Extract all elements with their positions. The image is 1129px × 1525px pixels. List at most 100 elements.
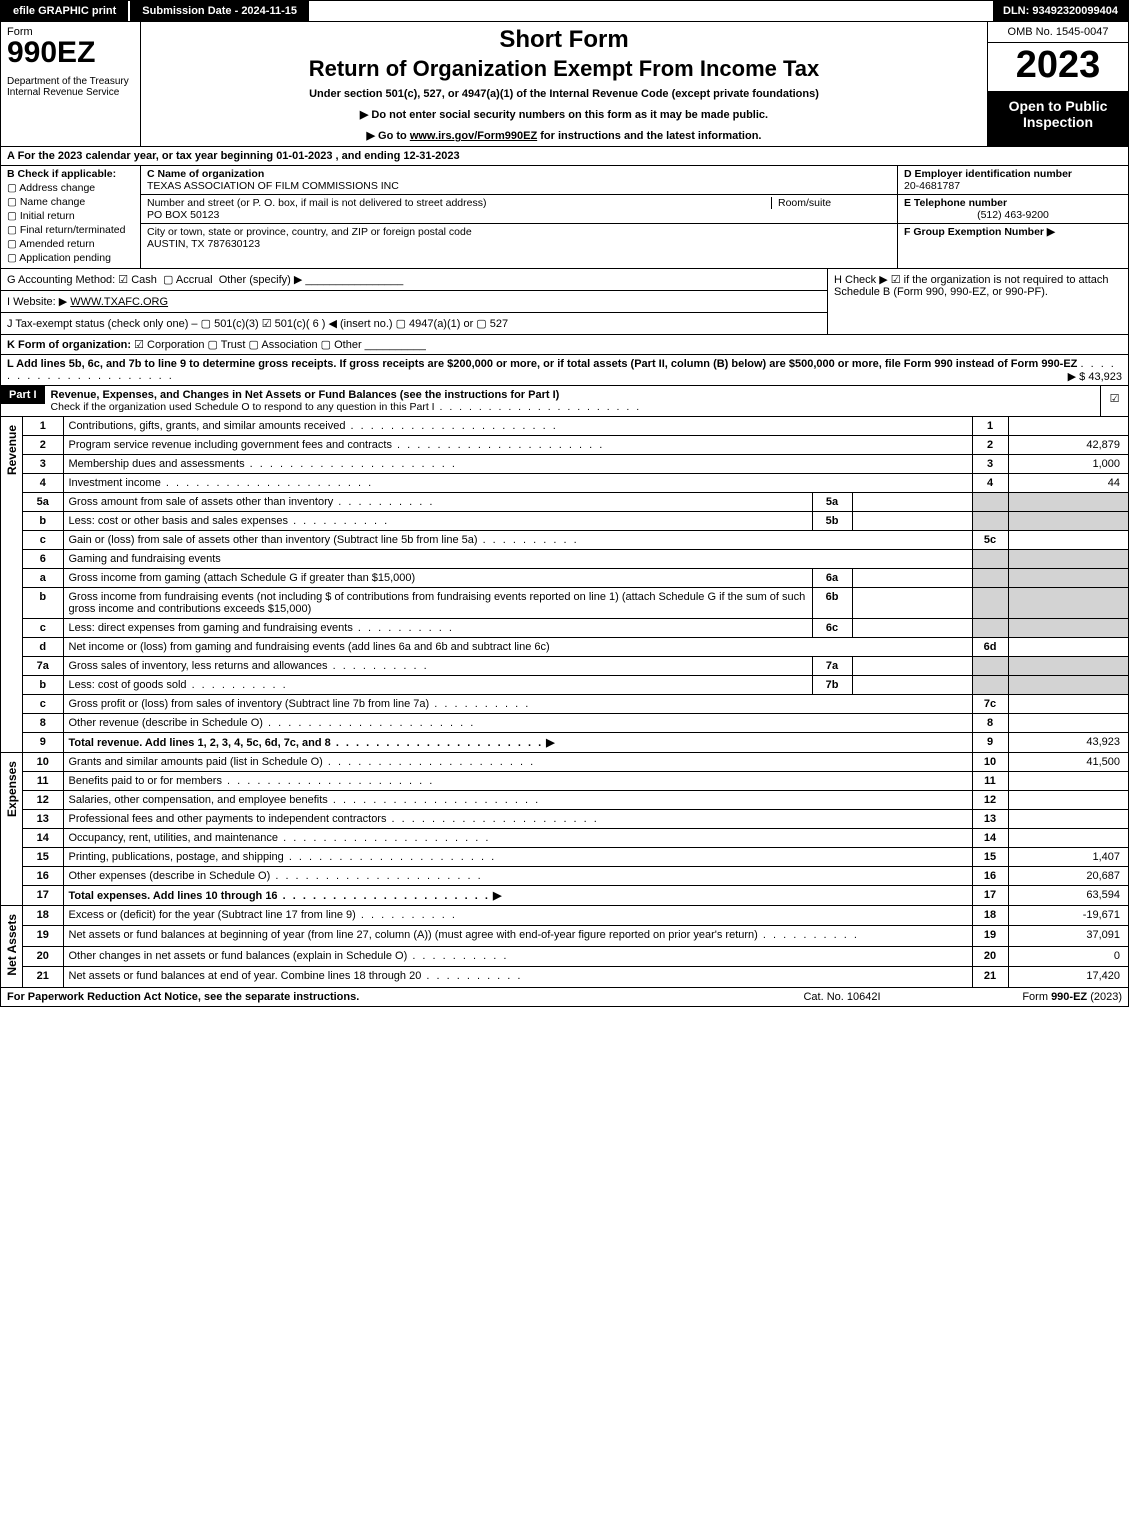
l13-desc: Professional fees and other payments to …	[63, 810, 972, 829]
l17-box: 17	[972, 886, 1008, 906]
l12-desc: Salaries, other compensation, and employ…	[63, 791, 972, 810]
l10-amt: 41,500	[1008, 753, 1128, 772]
l5b-mini: 5b	[812, 512, 852, 531]
chk-initial-return[interactable]: Initial return	[7, 210, 134, 222]
expenses-side-label: Expenses	[1, 753, 23, 905]
l4-desc: Investment income	[63, 474, 972, 493]
l12-box: 12	[972, 791, 1008, 810]
l6b-amtshade	[1008, 588, 1128, 619]
j-tax-exempt: J Tax-exempt status (check only one) – ▢…	[1, 313, 827, 334]
revenue-table: 1Contributions, gifts, grants, and simil…	[23, 417, 1128, 752]
footer-right-post: (2023)	[1087, 991, 1122, 1003]
l6-amtshade	[1008, 550, 1128, 569]
l7c-box: 7c	[972, 695, 1008, 714]
d-ein-block: D Employer identification number 20-4681…	[898, 166, 1128, 195]
chk-name-change[interactable]: Name change	[7, 196, 134, 208]
topbar: efile GRAPHIC print Submission Date - 20…	[0, 0, 1129, 22]
l6b-minival	[852, 588, 972, 619]
chk-final-return[interactable]: Final return/terminated	[7, 224, 134, 236]
g-accrual[interactable]: Accrual	[163, 274, 213, 286]
k-options: ☑ Corporation ▢ Trust ▢ Association ▢ Ot…	[134, 339, 362, 351]
b-lead: B Check if applicable:	[7, 168, 134, 180]
c-street-label: Number and street (or P. O. box, if mail…	[147, 197, 486, 209]
l6-num: 6	[23, 550, 63, 569]
l19-box: 19	[972, 926, 1008, 946]
section-bcdef: B Check if applicable: Address change Na…	[0, 166, 1129, 269]
i-label: I Website: ▶	[7, 296, 67, 308]
l5b-minival	[852, 512, 972, 531]
l9-desc-wrap: Total revenue. Add lines 1, 2, 3, 4, 5c,…	[63, 733, 972, 753]
l6c-mini: 6c	[812, 619, 852, 638]
h-block: H Check ▶ ☑ if the organization is not r…	[828, 269, 1128, 334]
l5c-box: 5c	[972, 531, 1008, 550]
l13-box: 13	[972, 810, 1008, 829]
l8-desc: Other revenue (describe in Schedule O)	[63, 714, 972, 733]
l6b-desc: Gross income from fundraising events (no…	[63, 588, 812, 619]
col-c-org-info: C Name of organization TEXAS ASSOCIATION…	[141, 166, 898, 268]
l11-box: 11	[972, 772, 1008, 791]
website-link[interactable]: WWW.TXAFC.ORG	[70, 296, 168, 308]
l5b-amtshade	[1008, 512, 1128, 531]
l6b-num: b	[23, 588, 63, 619]
l7a-boxshade	[972, 657, 1008, 676]
l20-desc: Other changes in net assets or fund bala…	[63, 946, 972, 966]
l7a-mini: 7a	[812, 657, 852, 676]
l5a-amtshade	[1008, 493, 1128, 512]
part-i-title-wrap: Revenue, Expenses, and Changes in Net As…	[45, 386, 1100, 416]
irs-link[interactable]: www.irs.gov/Form990EZ	[410, 130, 537, 142]
l14-desc: Occupancy, rent, utilities, and maintena…	[63, 829, 972, 848]
l14-box: 14	[972, 829, 1008, 848]
footer-center: Cat. No. 10642I	[742, 991, 942, 1003]
l8-amt	[1008, 714, 1128, 733]
efile-print-button[interactable]: efile GRAPHIC print	[1, 1, 130, 21]
l16-num: 16	[23, 867, 63, 886]
form-number: 990EZ	[7, 38, 134, 68]
l18-amt: -19,671	[1008, 906, 1128, 926]
l7c-amt	[1008, 695, 1128, 714]
l5b-num: b	[23, 512, 63, 531]
l2-num: 2	[23, 436, 63, 455]
part-i-check[interactable]: ☑	[1100, 386, 1128, 416]
return-title: Return of Organization Exempt From Incom…	[147, 56, 981, 82]
l12-num: 12	[23, 791, 63, 810]
l6c-amtshade	[1008, 619, 1128, 638]
l4-box: 4	[972, 474, 1008, 493]
l6a-mini: 6a	[812, 569, 852, 588]
org-street: PO BOX 50123	[147, 209, 219, 221]
chk-amended-return[interactable]: Amended return	[7, 238, 134, 250]
l11-desc: Benefits paid to or for members	[63, 772, 972, 791]
g-cash[interactable]: Cash	[118, 274, 157, 286]
l18-box: 18	[972, 906, 1008, 926]
l2-box: 2	[972, 436, 1008, 455]
l21-box: 21	[972, 967, 1008, 987]
l5c-amt	[1008, 531, 1128, 550]
g-other[interactable]: Other (specify) ▶	[219, 274, 303, 286]
expenses-section: Expenses 10Grants and similar amounts pa…	[0, 753, 1129, 906]
l7b-desc: Less: cost of goods sold	[63, 676, 812, 695]
l6-boxshade	[972, 550, 1008, 569]
l6c-desc: Less: direct expenses from gaming and fu…	[63, 619, 812, 638]
room-suite-label: Room/suite	[771, 197, 891, 209]
page-footer: For Paperwork Reduction Act Notice, see …	[0, 988, 1129, 1007]
instr2-post: for instructions and the latest informat…	[537, 130, 761, 142]
chk-address-change[interactable]: Address change	[7, 182, 134, 194]
c-city-label: City or town, state or province, country…	[147, 226, 472, 238]
h-text: H Check ▶ ☑ if the organization is not r…	[834, 274, 1109, 298]
l10-num: 10	[23, 753, 63, 772]
netassets-side-label: Net Assets	[1, 906, 23, 987]
j-label: J Tax-exempt status (check only one) –	[7, 318, 198, 330]
k-form-of-org: K Form of organization: ☑ Corporation ▢ …	[0, 335, 1129, 355]
expenses-table: 10Grants and similar amounts paid (list …	[23, 753, 1128, 905]
l6b-mini: 6b	[812, 588, 852, 619]
c-street-block: Room/suite Number and street (or P. O. b…	[141, 195, 897, 224]
c-city-block: City or town, state or province, country…	[141, 224, 897, 252]
instr2-pre: ▶ Go to	[367, 130, 410, 142]
l9-amt: 43,923	[1008, 733, 1128, 753]
l17-dots	[278, 890, 490, 902]
header-subtitle: Under section 501(c), 527, or 4947(a)(1)…	[147, 88, 981, 100]
l15-num: 15	[23, 848, 63, 867]
l19-desc: Net assets or fund balances at beginning…	[63, 926, 972, 946]
ghi-left: G Accounting Method: Cash Accrual Other …	[1, 269, 828, 334]
l5a-num: 5a	[23, 493, 63, 512]
chk-application-pending[interactable]: Application pending	[7, 252, 134, 264]
